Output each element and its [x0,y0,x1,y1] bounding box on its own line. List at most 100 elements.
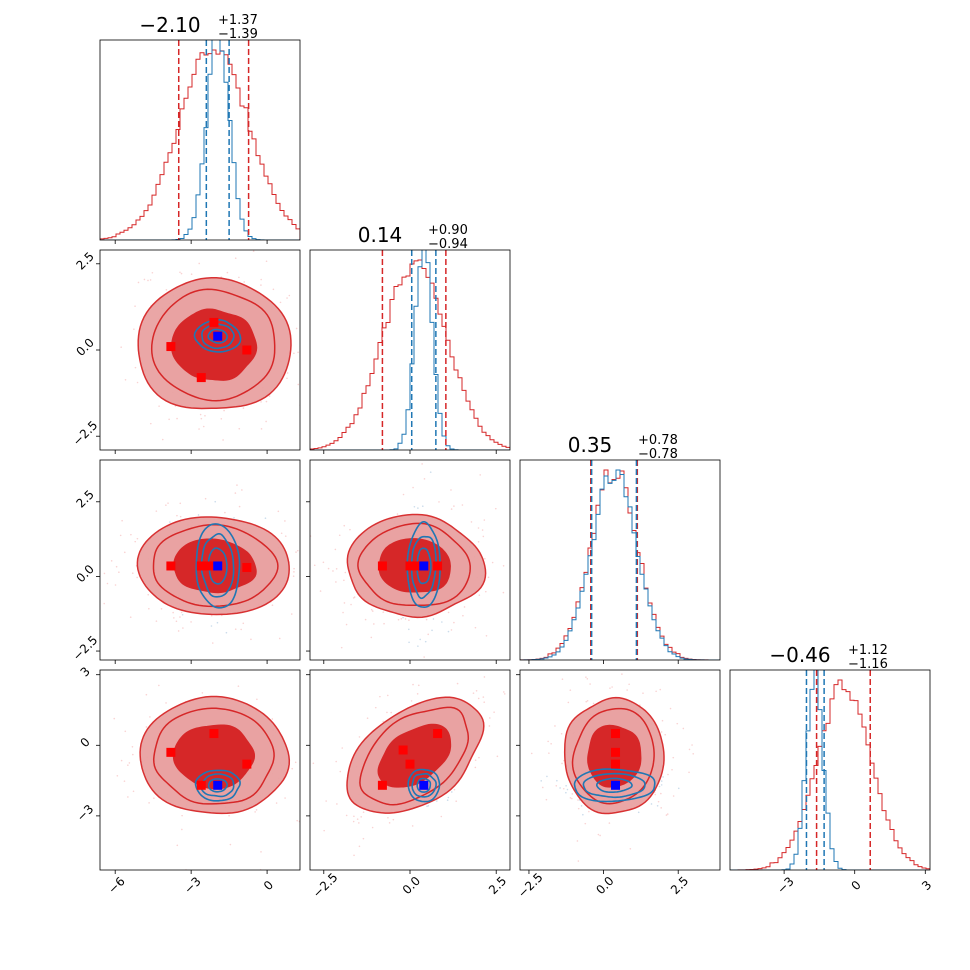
pair-plot-area-3-2 [530,673,695,862]
scatter-point-red [371,610,374,612]
scatter-point-blue [546,775,548,778]
x-tick-label-2-1: 0.0 [593,874,616,897]
scatter-point-red [120,759,123,762]
hist-title-sub-0: −1.39 [218,27,258,42]
hist-red-1 [310,259,510,450]
scatter-point-red [554,725,556,727]
scatter-point-red [278,637,281,640]
scatter-point-red [386,711,388,714]
scatter-point-red [586,699,589,702]
scatter-point-blue [540,780,543,782]
x-tick-label-0-0: −6 [105,874,127,896]
scatter-point-red [356,818,359,820]
scatter-point-red [502,691,505,693]
scatter-point-red [322,363,324,365]
scatter-point-red [479,474,482,476]
scatter-point-blue [417,645,419,647]
scatter-point-red [277,510,280,513]
scatter-point-red [626,689,628,691]
scatter-point-red [113,717,116,720]
hist-blue-2 [520,469,720,660]
scatter-point-red [484,590,487,593]
scatter-point-red [423,656,425,658]
scatter-point-red [560,732,563,735]
hist-title-sub-3: −1.16 [848,657,888,672]
y-tick-label-3-2: 3 [78,664,93,679]
scatter-point-red [317,324,319,326]
scatter-point-red [255,809,258,811]
scatter-point-red [585,676,587,678]
marker-red-1 [405,561,415,571]
scatter-point-red [134,540,137,543]
scatter-point-red [181,814,183,817]
scatter-point-red [364,618,367,621]
scatter-point-red [547,740,549,743]
pair-frame-2-0 [99,459,301,661]
scatter-point-red [318,329,320,331]
scatter-point-blue [660,784,663,786]
scatter-point-red [310,326,312,328]
scatter-point-red [237,685,240,687]
scatter-point-red [204,415,206,417]
scatter-point-red [319,334,321,336]
hist-title-2: 0.35 [568,433,613,457]
scatter-point-red [284,535,287,537]
scatter-point-red [180,272,183,275]
scatter-point-red [256,698,258,701]
marker-red-0 [611,729,621,739]
scatter-point-red [416,693,419,695]
scatter-point-red [390,711,393,714]
marker-red-2 [410,561,420,571]
scatter-point-red [319,590,322,592]
scatter-point-red [149,279,152,281]
scatter-point-blue [424,640,427,643]
scatter-point-red [260,851,262,853]
scatter-point-red [482,535,485,538]
x-tick-label-3-1: 0 [848,878,863,893]
scatter-point-red [421,463,423,465]
scatter-point-red [555,784,558,787]
scatter-point-red [254,811,256,813]
scatter-point-red [659,688,662,691]
scatter-point-red [229,843,232,846]
scatter-point-red [286,297,288,299]
scatter-point-red [198,428,200,430]
y-tick-label-3-0: −3 [74,802,96,824]
scatter-point-red [334,548,337,551]
scatter-point-red [115,565,118,568]
scatter-point-red [400,617,403,620]
scatter-point-blue [582,813,584,816]
scatter-point-blue [580,805,583,807]
scatter-point-red [297,351,299,354]
scatter-point-red [268,395,271,397]
scatter-point-red [123,551,126,554]
marker-red-0 [377,780,387,790]
contour-blue-0 [407,768,441,803]
scatter-point-red [211,642,214,644]
scatter-point-red [293,567,295,570]
scatter-point-red [455,800,458,803]
y-tick-label-2-1: 0.0 [73,562,96,585]
scatter-point-red [180,611,183,614]
marker-red-0 [377,561,387,571]
scatter-point-blue [419,638,421,641]
scatter-point-red [541,786,544,789]
scatter-point-red [280,532,283,535]
scatter-point-red [494,507,497,510]
pair-frame-3-0 [99,669,301,871]
scatter-point-red [291,767,294,770]
scatter-point-red [661,719,664,722]
scatter-point-red [450,508,453,510]
pair-plot-area-1-0 [120,250,351,441]
scatter-point-red [577,799,579,801]
scatter-point-red [292,575,295,577]
hist-title-sup-2: +0.78 [638,433,678,448]
scatter-point-red [160,608,163,610]
marker-red-0 [166,561,176,571]
scatter-point-red [294,761,297,764]
scatter-point-red [179,616,181,618]
marker-blue [213,780,223,790]
scatter-point-red [349,267,351,269]
scatter-point-red [306,620,308,622]
scatter-point-blue [426,805,428,808]
